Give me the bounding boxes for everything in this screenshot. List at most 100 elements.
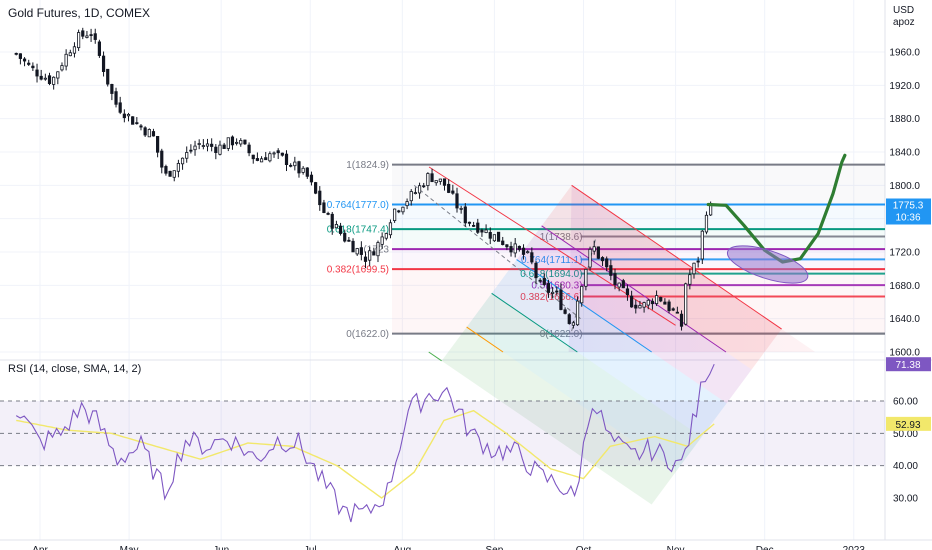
candle-body — [442, 178, 447, 186]
candle-body — [609, 265, 613, 276]
candle-body — [164, 166, 168, 174]
candle-body — [659, 297, 663, 302]
candle-body — [588, 248, 592, 268]
candle-body — [85, 35, 89, 38]
channel-zone — [516, 225, 752, 404]
channel-line[interactable] — [571, 184, 782, 330]
time-tick-label: Aug — [393, 545, 411, 550]
candle-body — [243, 139, 247, 145]
channel-line[interactable] — [491, 292, 578, 353]
candle-body — [193, 145, 197, 151]
projection-drawings[interactable] — [706, 153, 847, 291]
candle-body — [401, 206, 405, 213]
candle-body — [621, 280, 625, 289]
candle-body — [584, 268, 588, 287]
candle-body — [72, 46, 77, 54]
candle-body — [700, 230, 704, 260]
candle-body — [663, 301, 667, 305]
fib2-level-label: 0.618(1694.0) — [520, 269, 582, 280]
target-zone-ellipse[interactable] — [723, 238, 812, 291]
candle-body — [235, 141, 239, 144]
candle-body — [205, 143, 210, 147]
time-tick-label: Oct — [576, 545, 592, 550]
candle-body — [156, 135, 160, 153]
candle-body — [180, 157, 185, 165]
candle-body — [667, 301, 671, 312]
candle-body — [405, 201, 409, 207]
candle-body — [650, 300, 655, 305]
candle-body — [467, 221, 472, 224]
rsi-title: RSI (14, close, SMA, 14, 2) — [8, 363, 142, 375]
candle-body — [280, 152, 284, 156]
candle-body — [521, 247, 526, 255]
candle-body — [135, 122, 139, 125]
channel-line[interactable] — [516, 259, 652, 353]
candle-body — [559, 289, 563, 310]
candle-body — [247, 144, 251, 154]
channel-line[interactable] — [428, 351, 442, 362]
candle-body — [355, 248, 359, 255]
rsi-sma-line — [16, 409, 715, 499]
fib2-level-label: 1(1738.6) — [540, 232, 583, 243]
candle-body — [455, 193, 459, 209]
candle-body — [526, 251, 530, 254]
candle-body — [114, 91, 118, 105]
candle-body — [542, 277, 546, 285]
candle-body — [338, 225, 343, 234]
candle-body — [409, 191, 413, 202]
candle-body — [501, 240, 505, 246]
candle-body — [654, 295, 659, 304]
candle-body — [434, 180, 438, 184]
candle-body — [301, 167, 305, 173]
candle-body — [18, 53, 22, 59]
channel-line[interactable] — [541, 225, 727, 353]
candle-body — [218, 144, 222, 155]
candle-body — [284, 153, 289, 166]
candle-body — [214, 146, 218, 153]
candle-body — [251, 154, 255, 160]
candle-body — [68, 52, 72, 57]
candle-body — [634, 304, 638, 309]
fib-level-label: 1(1824.9) — [346, 160, 389, 171]
candle-body — [551, 291, 555, 294]
fib-level-label: 0(1622.0) — [346, 329, 389, 340]
candle-body — [463, 206, 467, 224]
candle-body — [546, 283, 551, 293]
candle-body — [35, 69, 39, 77]
candle-body — [210, 143, 214, 147]
candle-body — [239, 140, 243, 145]
candle-body — [480, 229, 484, 233]
fib-level-label: 0.382(1699.5) — [327, 265, 389, 276]
fib-zone — [392, 164, 885, 205]
candle-body — [534, 262, 538, 279]
candle-body — [575, 300, 580, 326]
candle-body — [642, 302, 646, 308]
candle-body — [126, 114, 131, 117]
price-tick-label: 1880.0 — [889, 114, 920, 125]
candle-body — [309, 174, 314, 183]
currency-label: USD — [893, 5, 914, 16]
candle-body — [343, 232, 347, 242]
candle-body — [110, 83, 114, 94]
candle-body — [600, 257, 605, 262]
candle-body — [688, 274, 692, 285]
time-tick-label: 2023 — [843, 545, 866, 550]
rsi-tick-label: 40.00 — [893, 461, 918, 472]
trend-channel-fan[interactable] — [413, 166, 816, 505]
price-tick-label: 1920.0 — [889, 81, 920, 92]
candle-body — [64, 53, 68, 67]
candle-body — [168, 170, 172, 177]
candle-body — [368, 250, 372, 261]
price-tick-label: 1800.0 — [889, 181, 920, 192]
trendline[interactable] — [428, 166, 676, 326]
candle-body — [52, 76, 56, 85]
channel-line[interactable] — [466, 326, 504, 353]
channel-zone — [441, 327, 677, 505]
candle-body — [413, 192, 418, 195]
axes: 1600.01640.01680.01720.01760.01800.01840… — [32, 5, 931, 550]
candle-body — [143, 127, 147, 136]
candle-body — [293, 161, 297, 167]
candle-body — [509, 246, 513, 253]
candle-body — [318, 190, 322, 206]
